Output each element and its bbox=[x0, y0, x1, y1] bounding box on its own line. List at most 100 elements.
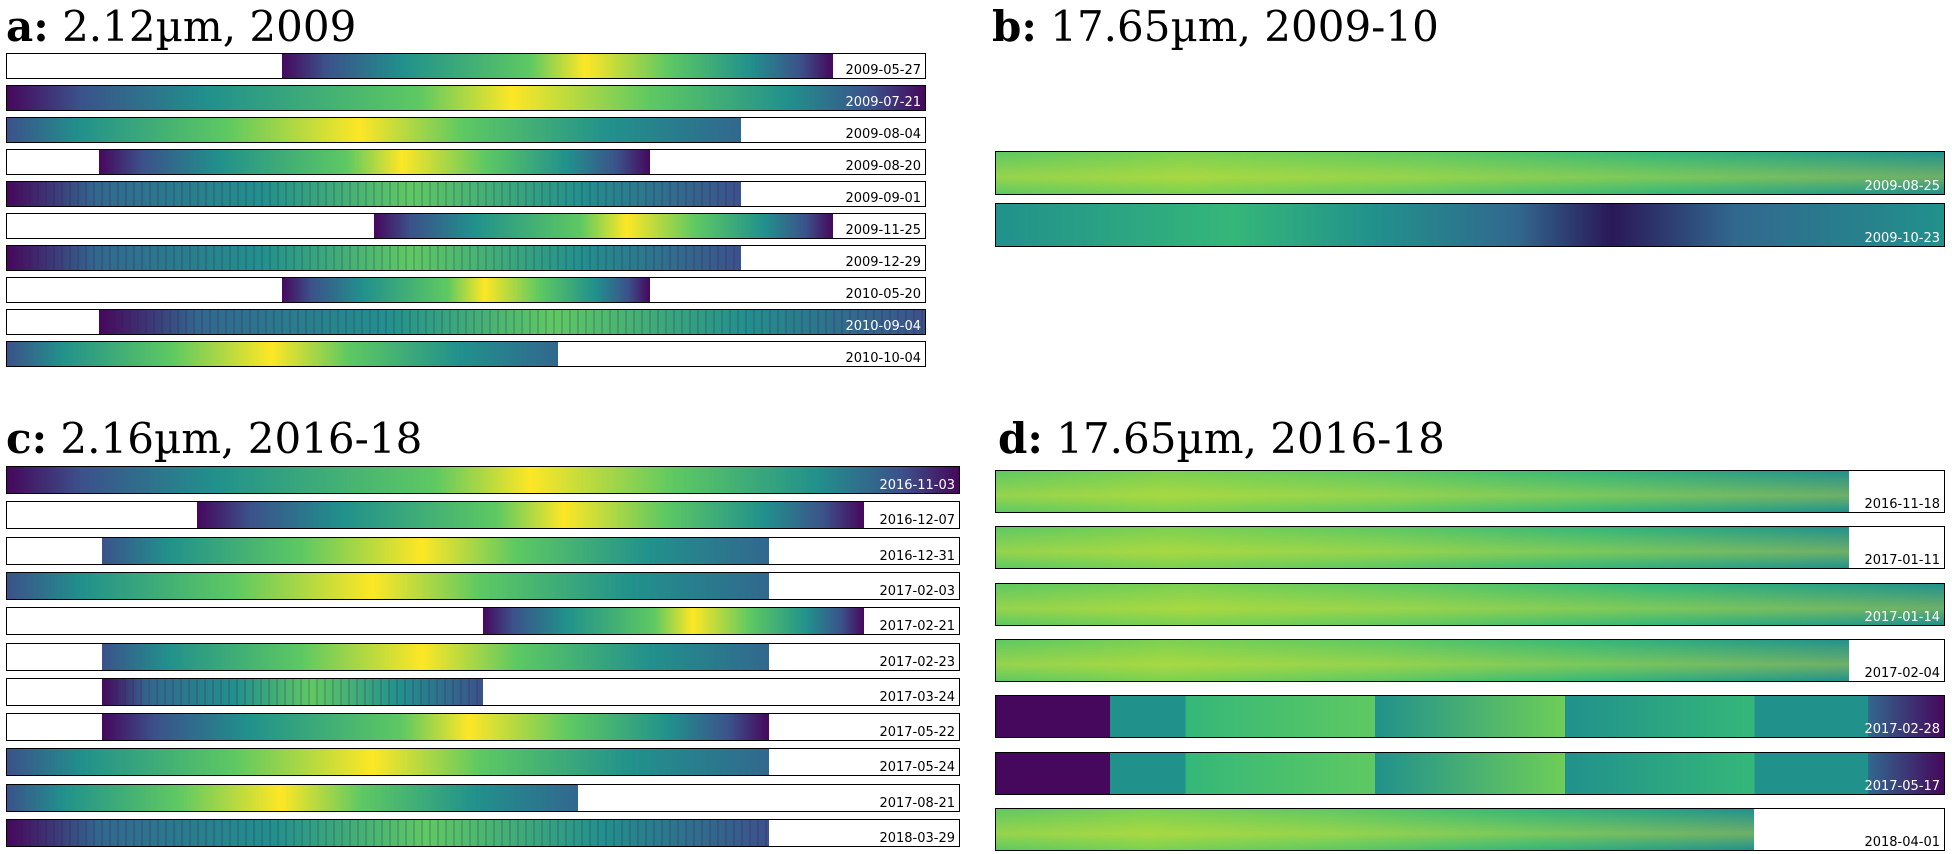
image-data-segment bbox=[98, 310, 925, 334]
image-data-segment bbox=[7, 467, 959, 493]
image-data-segment bbox=[7, 784, 579, 811]
image-strip: 2017-02-21 bbox=[6, 607, 960, 636]
image-data-segment bbox=[7, 246, 742, 270]
image-strip: 2009-12-29 bbox=[6, 245, 926, 271]
panel-a-caption: 2.12µm, 2009 bbox=[48, 2, 357, 51]
date-label: 2017-05-24 bbox=[879, 760, 955, 776]
panel-a-letter: a: bbox=[6, 2, 49, 51]
image-strip: 2009-08-20 bbox=[6, 149, 926, 175]
image-strip: 2017-02-03 bbox=[6, 571, 960, 600]
image-strip: 2018-03-29 bbox=[6, 819, 960, 847]
date-label: 2009-11-25 bbox=[845, 223, 921, 238]
image-data-segment bbox=[7, 182, 742, 206]
date-label: 2010-10-04 bbox=[845, 351, 921, 366]
image-strip: 2017-02-04 bbox=[995, 638, 1945, 682]
panel-a-title: a: 2.12µm, 2009 bbox=[6, 6, 356, 48]
image-data-segment bbox=[7, 118, 742, 142]
date-label: 2009-12-29 bbox=[845, 255, 921, 270]
image-strip: 2009-10-23 bbox=[995, 203, 1945, 247]
image-strip: 2016-11-03 bbox=[6, 466, 960, 494]
image-data-segment bbox=[102, 678, 483, 705]
image-data-segment bbox=[282, 278, 650, 302]
image-data-segment bbox=[102, 643, 769, 670]
date-label: 2017-02-28 bbox=[1864, 722, 1940, 738]
panel-b-title: b: 17.65µm, 2009-10 bbox=[992, 6, 1439, 48]
date-label: 2018-03-29 bbox=[879, 831, 955, 846]
image-data-segment bbox=[7, 342, 558, 366]
date-label: 2017-02-23 bbox=[879, 654, 955, 670]
image-strip: 2009-09-01 bbox=[6, 181, 926, 207]
image-strip: 2017-02-28 bbox=[995, 695, 1945, 739]
image-data-segment bbox=[996, 471, 1850, 512]
date-label: 2017-05-17 bbox=[1864, 778, 1940, 794]
date-label: 2010-05-20 bbox=[845, 287, 921, 302]
panel-b-caption: 17.65µm, 2009-10 bbox=[1036, 2, 1439, 51]
date-label: 2017-02-04 bbox=[1864, 665, 1940, 681]
date-label: 2009-08-25 bbox=[1864, 179, 1940, 194]
date-label: 2016-11-03 bbox=[879, 478, 955, 493]
image-data-segment bbox=[996, 527, 1850, 569]
image-data-segment bbox=[102, 714, 769, 741]
panel-d-letter: d: bbox=[998, 414, 1043, 463]
image-strip: 2010-05-20 bbox=[6, 277, 926, 303]
image-strip: 2016-12-31 bbox=[6, 536, 960, 565]
image-strip: 2009-11-25 bbox=[6, 213, 926, 239]
date-label: 2009-07-21 bbox=[845, 95, 921, 110]
panel-c-letter: c: bbox=[6, 414, 48, 463]
image-strip: 2017-01-11 bbox=[995, 526, 1945, 570]
image-strip: 2009-08-04 bbox=[6, 117, 926, 143]
image-data-segment bbox=[996, 204, 1944, 246]
date-label: 2017-01-14 bbox=[1864, 609, 1940, 625]
image-strip: 2017-02-23 bbox=[6, 642, 960, 671]
panel-c-title: c: 2.16µm, 2016-18 bbox=[6, 418, 422, 460]
image-strip: 2017-05-24 bbox=[6, 748, 960, 777]
image-strip: 2017-08-21 bbox=[6, 783, 960, 812]
date-label: 2009-08-04 bbox=[845, 127, 921, 142]
date-label: 2017-02-21 bbox=[879, 619, 955, 635]
date-label: 2009-09-01 bbox=[845, 191, 921, 206]
image-strip: 2016-11-18 bbox=[995, 470, 1945, 513]
image-data-segment bbox=[996, 152, 1944, 194]
image-strip: 2009-08-25 bbox=[995, 151, 1945, 195]
date-label: 2017-01-11 bbox=[1864, 553, 1940, 569]
date-label: 2016-12-31 bbox=[879, 548, 955, 564]
image-data-segment bbox=[7, 572, 769, 599]
image-strip: 2017-03-24 bbox=[6, 677, 960, 706]
date-label: 2009-08-20 bbox=[845, 159, 921, 174]
panel-b-letter: b: bbox=[992, 2, 1037, 51]
date-label: 2009-10-23 bbox=[1864, 231, 1940, 246]
image-data-segment bbox=[7, 86, 925, 110]
image-strip: 2010-09-04 bbox=[6, 309, 926, 335]
image-data-segment bbox=[996, 696, 1944, 738]
date-label: 2017-05-22 bbox=[879, 725, 955, 741]
image-data-segment bbox=[483, 608, 864, 635]
image-data-segment bbox=[102, 537, 769, 564]
image-data-segment bbox=[197, 502, 864, 529]
date-label: 2016-12-07 bbox=[879, 513, 955, 529]
date-label: 2018-04-01 bbox=[1864, 834, 1940, 850]
image-strip: 2017-05-17 bbox=[995, 751, 1945, 795]
panel-d-title: d: 17.65µm, 2016-18 bbox=[998, 418, 1445, 460]
date-label: 2016-11-18 bbox=[1864, 497, 1940, 512]
image-data-segment bbox=[996, 639, 1850, 681]
image-data-segment bbox=[7, 820, 769, 846]
image-data-segment bbox=[374, 214, 834, 238]
image-strip: 2010-10-04 bbox=[6, 341, 926, 367]
image-data-segment bbox=[996, 808, 1755, 850]
image-data-segment bbox=[996, 752, 1944, 794]
image-data-segment bbox=[98, 150, 650, 174]
image-strip: 2017-05-22 bbox=[6, 713, 960, 742]
image-data-segment bbox=[996, 583, 1944, 625]
image-strip: 2017-01-14 bbox=[995, 582, 1945, 626]
panel-d-caption: 17.65µm, 2016-18 bbox=[1042, 414, 1445, 463]
image-strip: 2016-12-07 bbox=[6, 501, 960, 530]
image-strip: 2009-07-21 bbox=[6, 85, 926, 111]
date-label: 2017-08-21 bbox=[879, 795, 955, 811]
image-strip: 2009-05-27 bbox=[6, 53, 926, 79]
panel-c-caption: 2.16µm, 2016-18 bbox=[47, 414, 423, 463]
image-data-segment bbox=[7, 749, 769, 776]
image-strip: 2018-04-01 bbox=[995, 807, 1945, 851]
image-data-segment bbox=[282, 54, 834, 78]
date-label: 2017-02-03 bbox=[879, 583, 955, 599]
date-label: 2017-03-24 bbox=[879, 689, 955, 705]
